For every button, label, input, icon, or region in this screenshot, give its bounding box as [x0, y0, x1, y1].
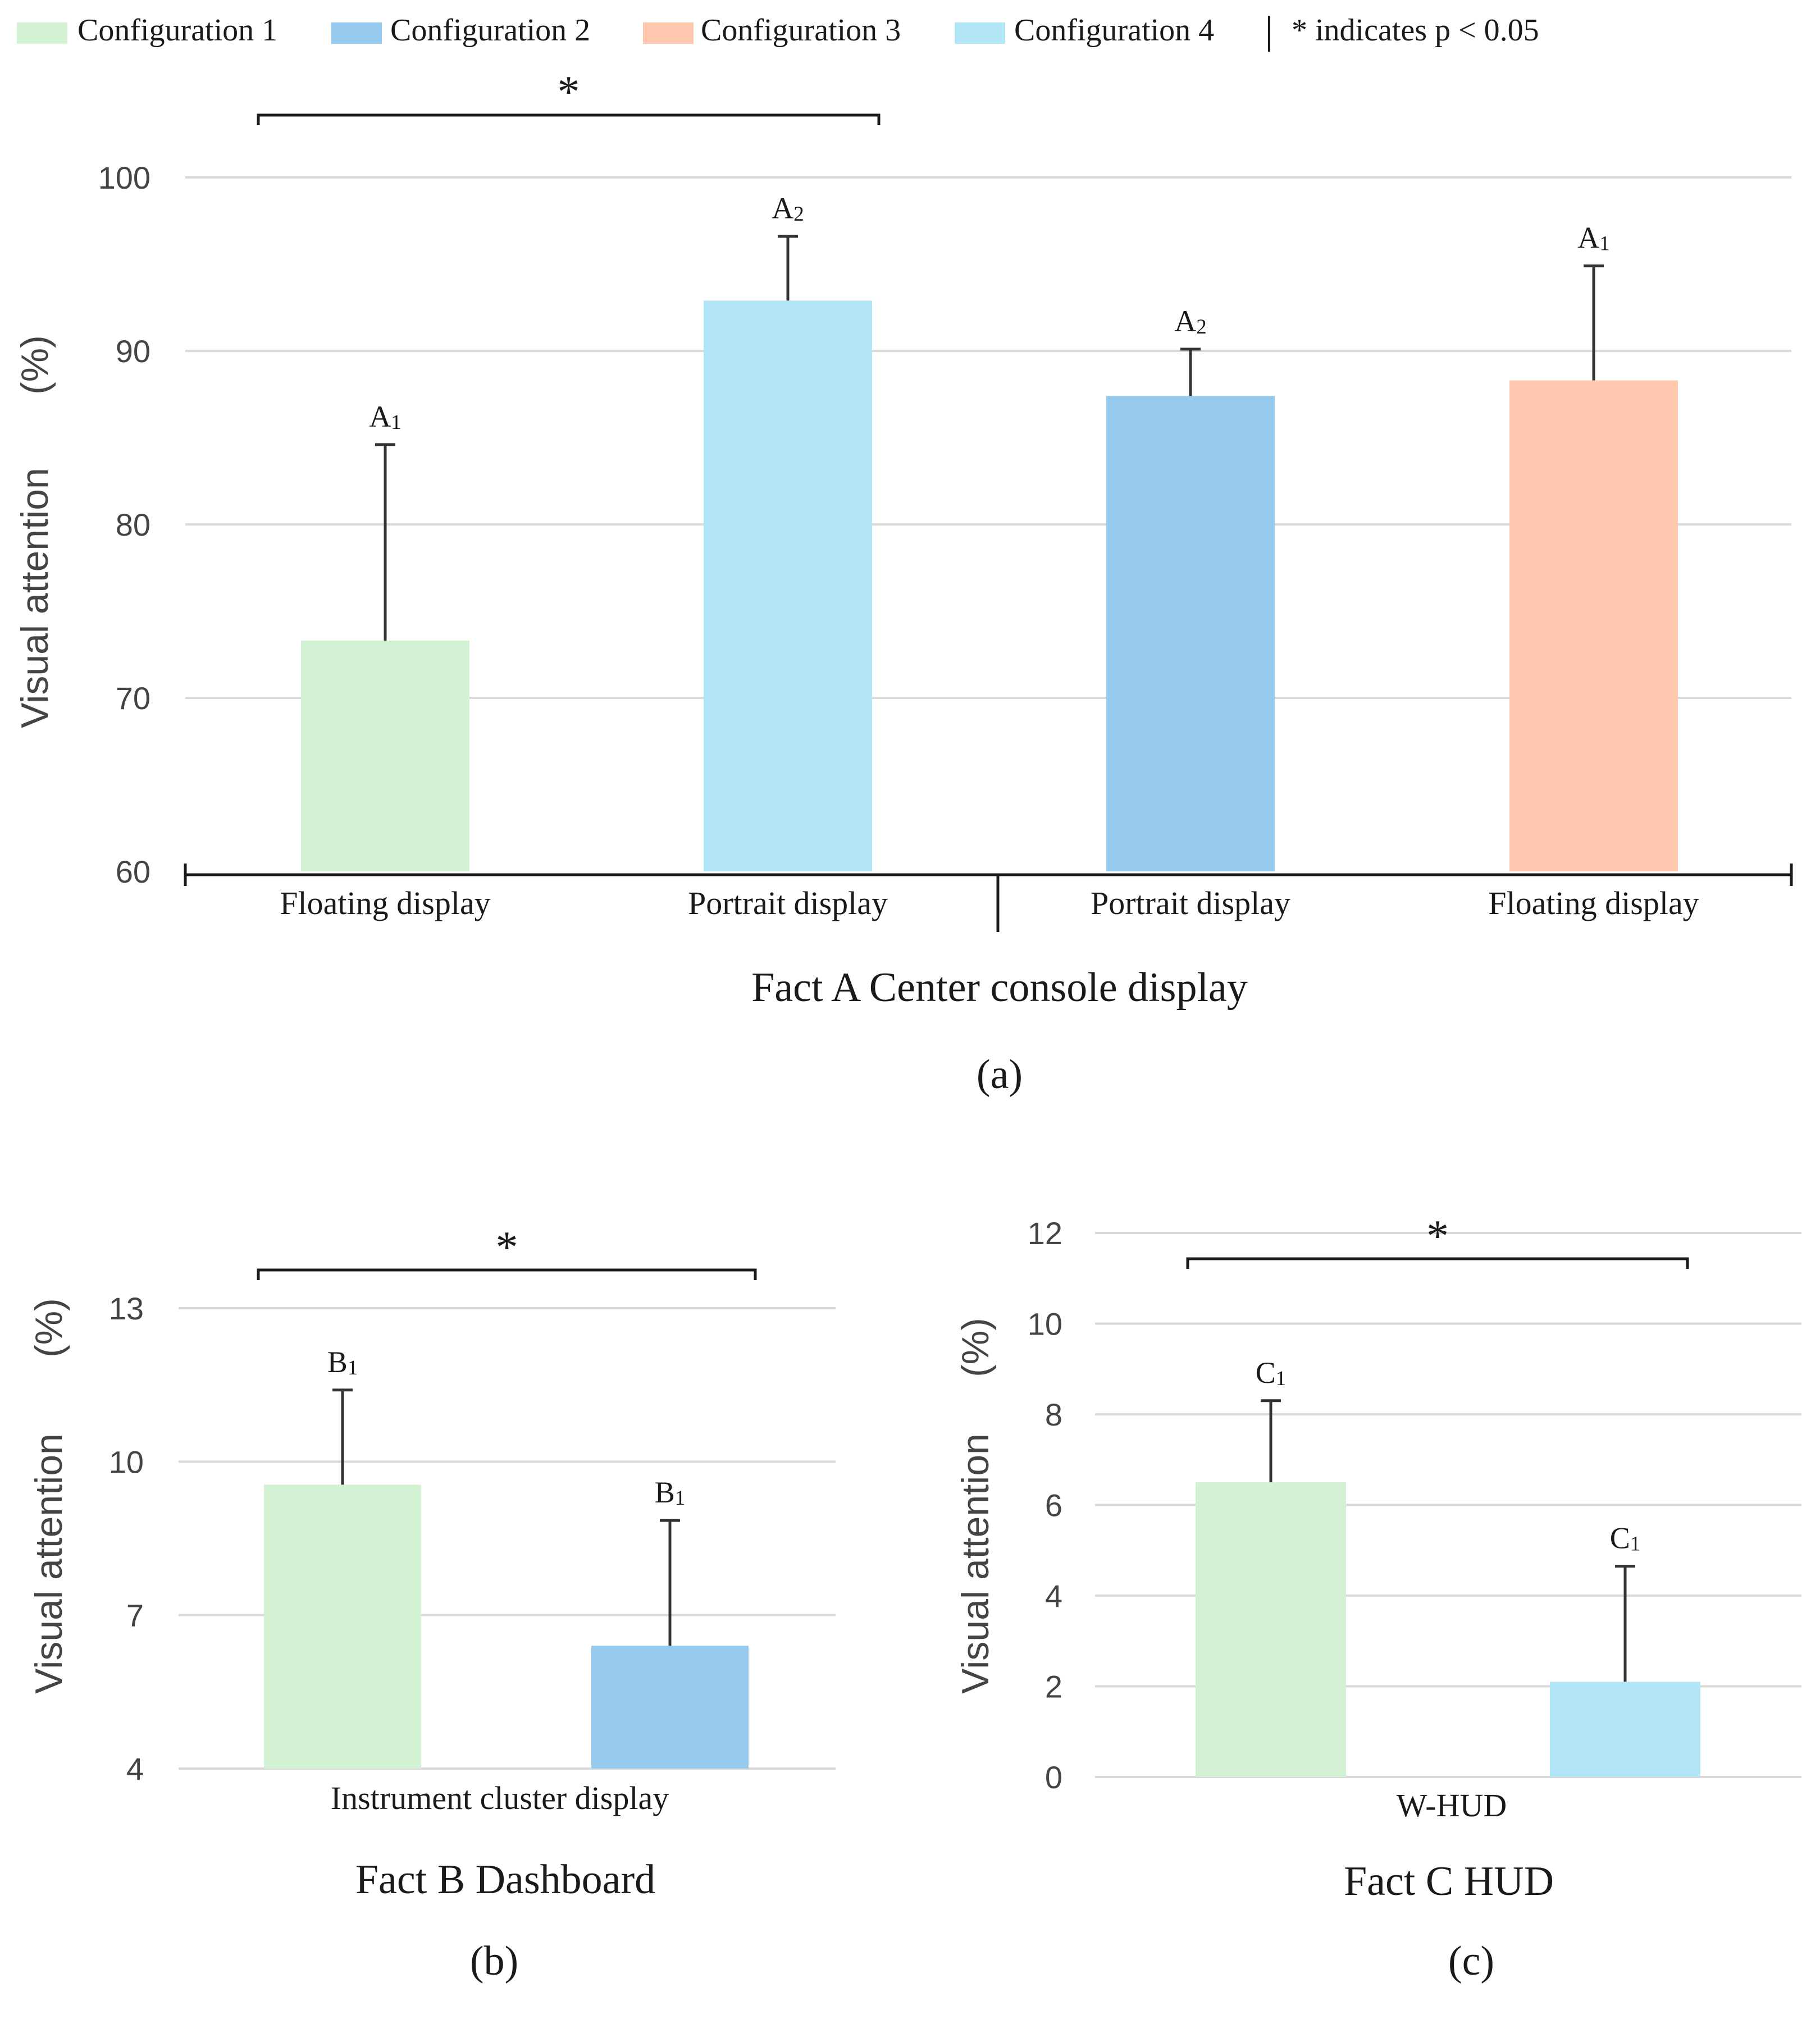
chart-title-a: Fact A Center console display — [751, 965, 1248, 1011]
y-tick-label: 8 — [1045, 1397, 1062, 1432]
y-axis-label-c: Visual attention — [954, 1433, 997, 1694]
x-categories-a: Floating display Portrait display Portrait… — [280, 885, 1699, 921]
bar — [1550, 1682, 1700, 1777]
bar-letter: A1 — [369, 400, 402, 434]
significance-a: * — [257, 67, 881, 125]
y-tick-label: 7 — [126, 1598, 144, 1633]
bars-a — [301, 235, 1678, 871]
y-tick-label: 2 — [1045, 1669, 1062, 1705]
x-category-label: Portrait display — [1091, 885, 1290, 921]
bar-letter: A2 — [772, 191, 804, 226]
panel-label-c: (c) — [1448, 1938, 1494, 1984]
y-axis-unit-a: (%) — [13, 335, 56, 395]
bar-letters-c: C1 C1 — [1256, 1356, 1641, 1556]
y-axis-unit-c: (%) — [954, 1318, 997, 1377]
y-tick-label: 4 — [1045, 1578, 1062, 1614]
y-tick-label: 13 — [109, 1291, 144, 1326]
x-axis-label-c: W-HUD — [1397, 1787, 1507, 1824]
significance-note: * indicates p < 0.05 — [1292, 13, 1539, 48]
bar-letter: A1 — [1577, 221, 1610, 255]
significance-bracket — [257, 1268, 757, 1280]
x-category-label: Floating display — [1488, 885, 1699, 921]
chart-panel-b: 4 7 10 13 B1 B1 * Visual attention (%) Instr… — [28, 1223, 836, 1984]
bar — [1196, 1482, 1346, 1777]
y-tick-label: 90 — [116, 333, 150, 369]
bar — [301, 641, 469, 871]
y-tick-label: 0 — [1045, 1760, 1062, 1795]
y-axis-label-b: Visual attention — [28, 1433, 70, 1694]
legend: Configuration 1 Configuration 2 Configur… — [17, 13, 1539, 52]
x-axis-label-b: Instrument cluster display — [331, 1780, 669, 1816]
y-ticks-c: 0 2 4 6 8 10 12 — [1028, 1216, 1062, 1795]
significance-c: * — [1186, 1212, 1689, 1269]
significance-star: * — [496, 1223, 518, 1272]
y-tick-label: 80 — [116, 507, 150, 542]
bar-letter: C1 — [1256, 1356, 1287, 1390]
y-tick-label: 4 — [126, 1751, 144, 1787]
legend-item-4: Configuration 4 — [955, 13, 1214, 48]
y-axis-unit-b: (%) — [28, 1298, 70, 1358]
bar — [704, 300, 872, 871]
significance-star: * — [558, 67, 580, 117]
y-tick-label: 100 — [98, 160, 150, 195]
legend-item-3: Configuration 3 — [643, 13, 901, 48]
panel-label-b: (b) — [470, 1938, 518, 1984]
legend-label-3: Configuration 3 — [701, 13, 901, 48]
bar-letters-b: B1 B1 — [327, 1345, 686, 1510]
bars-b — [264, 1388, 749, 1769]
bar — [1106, 396, 1275, 871]
bar-letter: C1 — [1610, 1522, 1641, 1556]
significance-bracket — [257, 113, 881, 125]
bar-letter: B1 — [655, 1475, 686, 1510]
panel-label-a: (a) — [977, 1052, 1023, 1098]
bar — [591, 1646, 749, 1769]
significance-star: * — [1426, 1212, 1449, 1261]
chart-title-c: Fact C HUD — [1344, 1858, 1554, 1904]
legend-label-1: Configuration 1 — [77, 13, 277, 48]
y-tick-label: 12 — [1028, 1216, 1062, 1251]
bar-letters-a: A1 A2 A2 A1 — [369, 191, 1610, 434]
legend-swatch-3 — [643, 22, 694, 44]
legend-label-2: Configuration 2 — [390, 13, 590, 48]
legend-item-1: Configuration 1 — [17, 13, 277, 48]
legend-swatch-4 — [955, 22, 1005, 44]
legend-item-2: Configuration 2 — [331, 13, 590, 48]
y-axis-label-a: Visual attention — [13, 468, 56, 728]
x-category-label: Portrait display — [688, 885, 888, 921]
y-tick-label: 6 — [1045, 1488, 1062, 1523]
x-axis-a — [184, 864, 1793, 932]
y-tick-label: 10 — [1028, 1306, 1062, 1342]
legend-swatch-2 — [331, 22, 382, 44]
significance-bracket — [1186, 1257, 1689, 1269]
significance-b: * — [257, 1223, 757, 1280]
bar-letter: B1 — [327, 1345, 358, 1379]
y-ticks-a: 60 70 80 90 100 — [98, 160, 150, 889]
chart-panel-c: 0 2 4 6 8 10 12 C1 C1 * Visual attention (%) W-… — [954, 1212, 1801, 1984]
x-category-label: Floating display — [280, 885, 490, 921]
y-ticks-b: 4 7 10 13 — [109, 1291, 144, 1787]
y-tick-label: 70 — [116, 680, 150, 716]
bars-c — [1196, 1399, 1700, 1777]
y-tick-label: 60 — [116, 854, 150, 889]
y-tick-label: 10 — [109, 1444, 144, 1479]
chart-title-b: Fact B Dashboard — [355, 1857, 655, 1903]
legend-label-4: Configuration 4 — [1014, 13, 1214, 48]
bar-letter: A2 — [1174, 304, 1207, 339]
bar — [264, 1484, 421, 1769]
legend-swatch-1 — [17, 22, 67, 44]
bar — [1509, 380, 1678, 871]
